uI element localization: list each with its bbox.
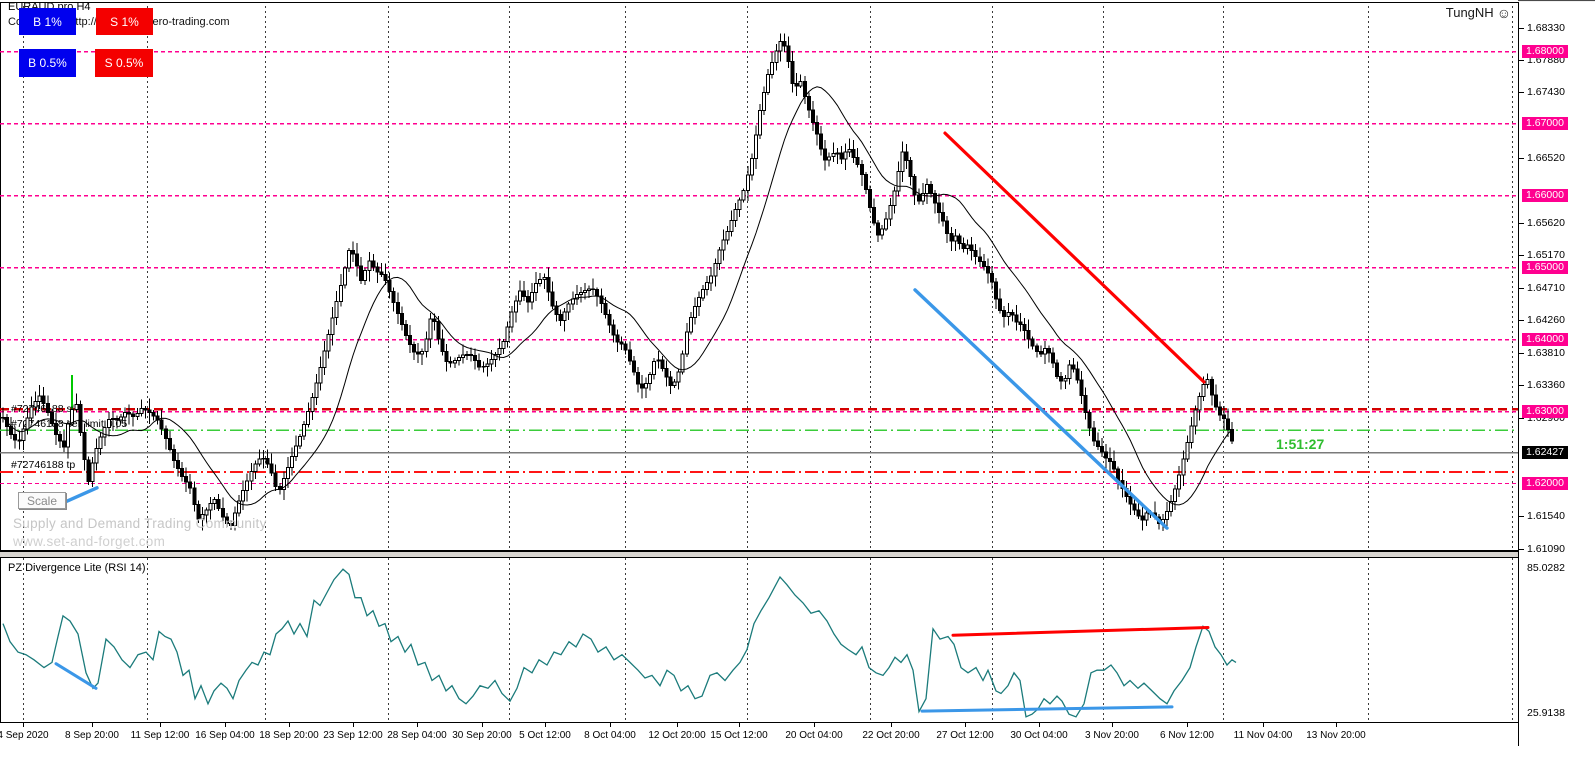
time-tick	[92, 723, 93, 727]
time-label: 4 Sep 2020	[0, 730, 49, 741]
order-label-sl: #72746188 sl	[11, 403, 74, 415]
time-label: 22 Oct 20:00	[862, 730, 920, 741]
time-label: 3 Nov 20:00	[1085, 730, 1139, 741]
rsi-divergence-line	[951, 626, 1210, 637]
time-axis[interactable]: 4 Sep 2020 8 Sep 20:00 11 Sep 12:00 16 Sep …	[0, 722, 1595, 746]
price-level-label: 1.66000	[1522, 189, 1568, 203]
time-tick	[289, 723, 290, 727]
trade-button-b0.5[interactable]: B 0.5%	[19, 49, 76, 77]
current-price-label: 1.62427	[1522, 446, 1568, 460]
time-label: 11 Sep 12:00	[130, 730, 190, 741]
time-tick	[610, 723, 611, 727]
time-tick	[417, 723, 418, 727]
price-chart[interactable]: #72746188 sl#72746188 sell limit 0.05#72…	[0, 0, 1518, 551]
time-tick	[225, 723, 226, 727]
time-tick	[23, 723, 24, 727]
time-label: 18 Sep 20:00	[259, 730, 319, 741]
trade-button-s1[interactable]: S 1%	[96, 8, 153, 35]
trendline	[913, 288, 1169, 530]
time-tick	[160, 723, 161, 727]
time-tick	[1112, 723, 1113, 727]
time-label: 6 Nov 12:00	[1160, 730, 1214, 741]
time-tick	[545, 723, 546, 727]
user-name: TungNH	[1445, 5, 1494, 20]
time-label: 5 Oct 12:00	[519, 730, 571, 741]
time-tick	[677, 723, 678, 727]
time-tick	[814, 723, 815, 727]
time-label: 30 Sep 20:00	[452, 730, 512, 741]
time-tick	[1039, 723, 1040, 727]
rsi-divergence-line	[54, 662, 98, 690]
rsi-divergence-line	[920, 705, 1174, 713]
time-tick	[739, 723, 740, 727]
time-label: 13 Nov 20:00	[1306, 730, 1366, 741]
time-label: 8 Oct 04:00	[584, 730, 636, 741]
scale-button[interactable]: Scale	[18, 492, 66, 509]
trendline	[943, 131, 1206, 384]
price-level-label: 1.63000	[1522, 405, 1568, 419]
time-label: 15 Oct 12:00	[710, 730, 768, 741]
time-label: 11 Nov 04:00	[1233, 730, 1293, 741]
price-level-label: 1.65000	[1522, 261, 1568, 275]
time-label: 27 Oct 12:00	[936, 730, 994, 741]
trade-button-s0.5[interactable]: S 0.5%	[95, 49, 153, 77]
time-tick	[1336, 723, 1337, 727]
time-label: 28 Sep 04:00	[387, 730, 447, 741]
watermark-line2: www.set-and-forget.com	[13, 534, 166, 549]
trendline	[61, 486, 99, 505]
account-user-label: TungNH ☺	[1446, 5, 1511, 20]
price-level-label: 1.68000	[1522, 45, 1568, 59]
price-level-label: 1.64000	[1522, 333, 1568, 347]
candle-countdown-timer: 1:51:27	[1276, 436, 1325, 452]
smiley-icon: ☺	[1496, 4, 1511, 21]
price-level-label: 1.67000	[1522, 117, 1568, 131]
time-label: 30 Oct 04:00	[1010, 730, 1068, 741]
time-tick	[1263, 723, 1264, 727]
time-tick	[891, 723, 892, 727]
time-tick	[482, 723, 483, 727]
time-tick	[1187, 723, 1188, 727]
time-label: 16 Sep 04:00	[195, 730, 255, 741]
panel-divider[interactable]	[0, 551, 1595, 558]
price-scale[interactable]: 1.68330 1.67880 1.67430 1.66520 1.65620 1.651…	[1518, 2, 1595, 746]
time-tick	[353, 723, 354, 727]
indicator-name-label: PZ Divergence Lite (RSI 14)	[8, 562, 146, 574]
time-label: 20 Oct 04:00	[785, 730, 843, 741]
time-label: 23 Sep 12:00	[323, 730, 383, 741]
time-tick	[965, 723, 966, 727]
order-label-tp: #72746188 tp	[11, 459, 75, 471]
price-level-label: 1.62000	[1522, 477, 1568, 490]
rsi-indicator-panel[interactable]	[0, 558, 1518, 722]
time-label: 12 Oct 20:00	[648, 730, 706, 741]
trade-button-b1[interactable]: B 1%	[19, 8, 76, 35]
watermark-line1: Supply and Demand Trading Community	[13, 516, 267, 531]
time-label: 8 Sep 20:00	[65, 730, 119, 741]
